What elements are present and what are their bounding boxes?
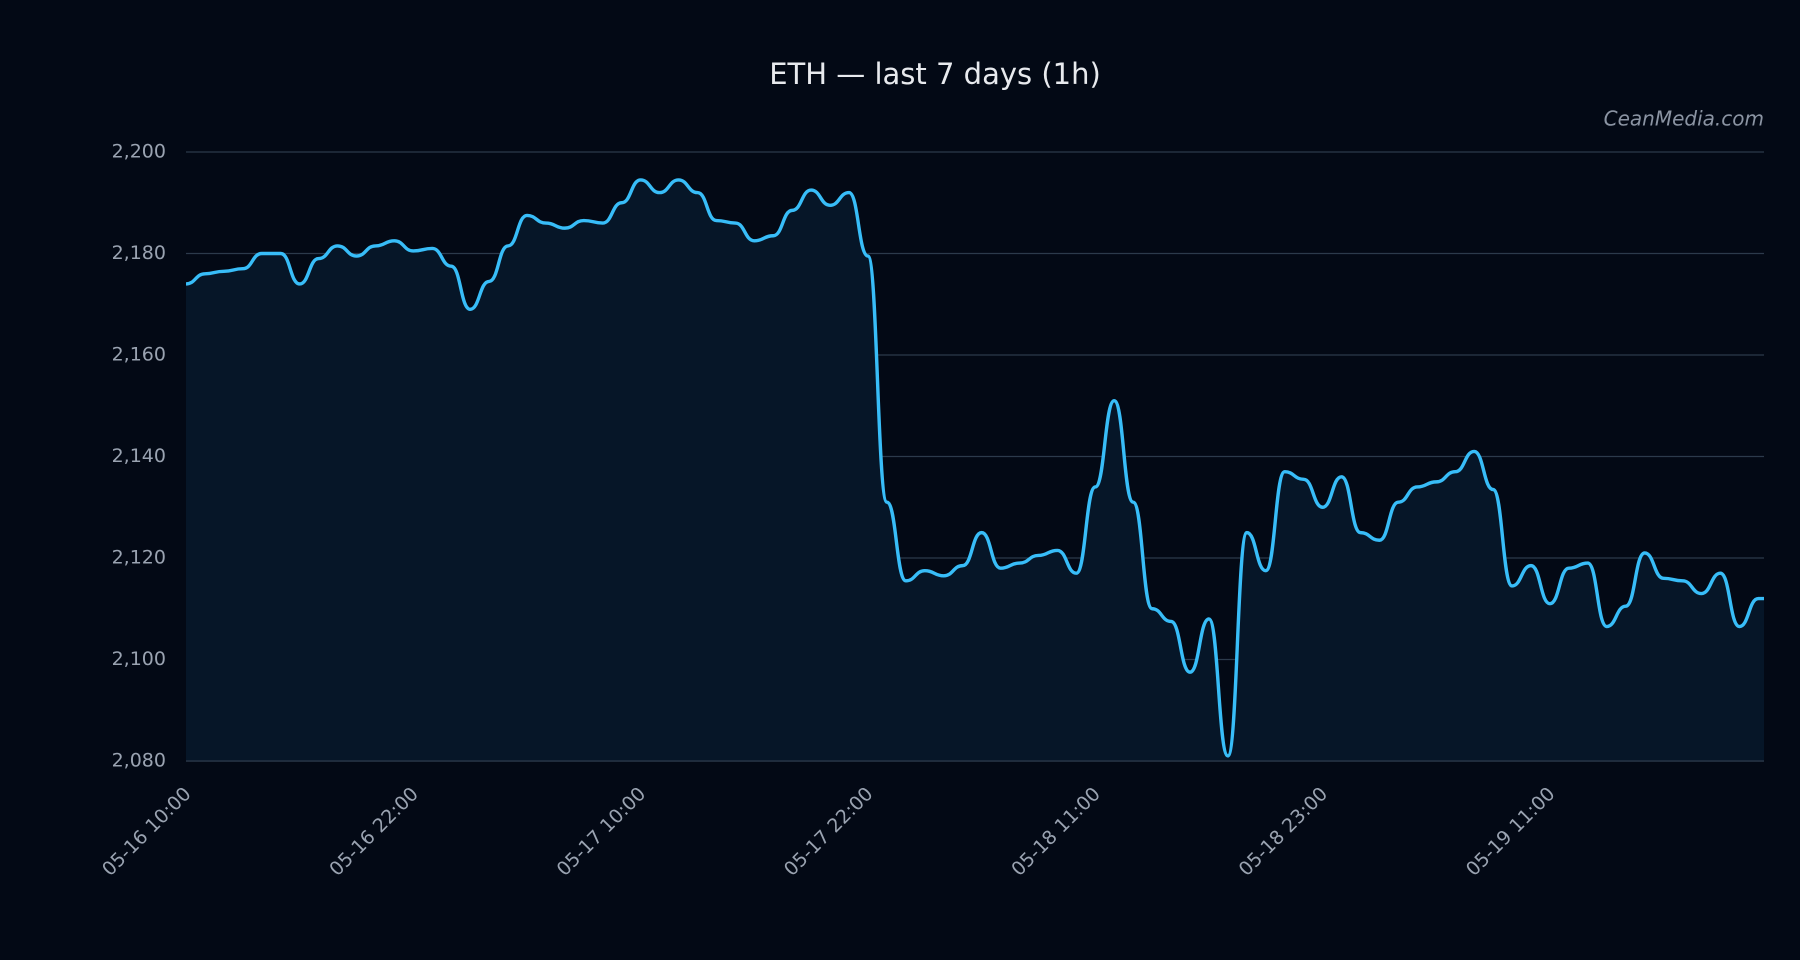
area-fill [186, 179, 1764, 762]
y-tick-label: 2,080 [112, 750, 166, 772]
y-tick-label: 2,120 [112, 547, 166, 569]
chart-title: ETH — last 7 days (1h) [769, 57, 1101, 91]
price-line [185, 178, 1764, 758]
y-tick-label: 2,200 [112, 141, 166, 163]
y-tick-label: 2,160 [112, 344, 166, 366]
y-tick-label: 2,140 [112, 445, 166, 467]
y-tick-label: 2,180 [112, 242, 166, 264]
y-tick-label: 2,100 [112, 648, 166, 670]
watermark: CeanMedia.com [1604, 107, 1764, 131]
